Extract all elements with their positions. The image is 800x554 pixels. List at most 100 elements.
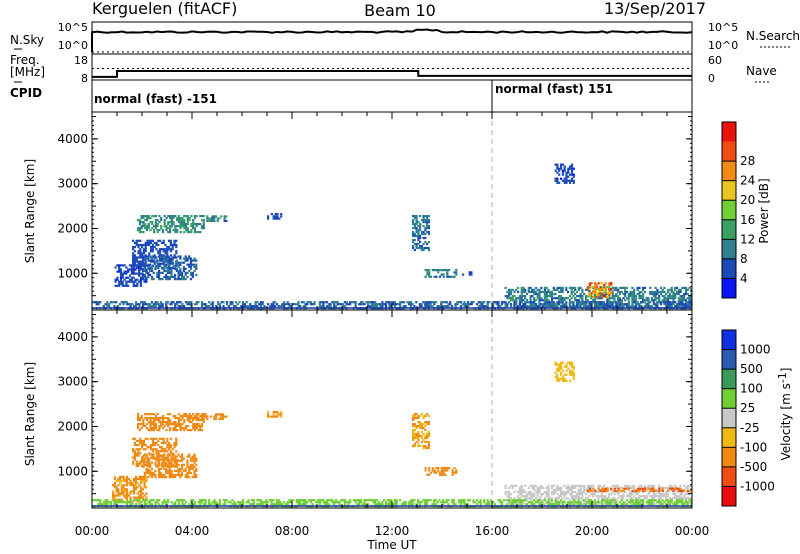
data-cell xyxy=(374,303,377,306)
data-cell xyxy=(667,299,670,302)
data-cell xyxy=(676,487,679,490)
data-cell xyxy=(642,499,645,502)
data-cell xyxy=(119,477,122,481)
data-cell xyxy=(199,503,202,506)
data-cell xyxy=(463,499,466,502)
data-cell xyxy=(142,499,145,502)
data-cell xyxy=(590,301,593,304)
data-cell xyxy=(179,257,182,260)
data-cell xyxy=(195,476,198,479)
data-cell xyxy=(208,305,211,308)
data-cell xyxy=(658,495,661,498)
data-cell xyxy=(601,489,604,493)
data-cell xyxy=(224,499,227,502)
data-cell xyxy=(193,427,196,430)
data-cell xyxy=(142,421,145,424)
data-cell xyxy=(415,434,418,438)
data-cell xyxy=(290,501,293,504)
data-cell xyxy=(684,292,688,296)
data-cell xyxy=(347,503,350,506)
data-cell xyxy=(565,173,568,176)
data-cell xyxy=(151,439,154,442)
data-cell xyxy=(322,305,325,308)
data-cell xyxy=(156,219,159,222)
data-cell xyxy=(149,499,152,502)
data-cell xyxy=(173,444,176,447)
data-cell xyxy=(604,499,607,502)
data-cell xyxy=(200,219,204,222)
data-cell xyxy=(160,227,163,230)
data-cell xyxy=(158,305,161,308)
data-cell xyxy=(531,305,534,308)
data-cell xyxy=(554,361,557,364)
data-cell xyxy=(620,299,623,302)
data-cell xyxy=(574,497,577,500)
data-cell xyxy=(124,301,127,304)
data-cell xyxy=(137,262,140,265)
data-cell xyxy=(611,484,614,487)
data-cell xyxy=(667,290,670,294)
data-cell xyxy=(181,219,184,222)
data-cell xyxy=(176,423,179,426)
data-cell xyxy=(211,303,214,306)
data-cell xyxy=(565,365,568,368)
data-cell xyxy=(365,301,368,304)
data-cell xyxy=(426,436,429,440)
data-cell xyxy=(563,167,566,170)
data-cell xyxy=(563,493,566,496)
data-cell xyxy=(558,497,561,500)
data-cell xyxy=(603,288,606,291)
data-cell xyxy=(145,471,148,475)
data-cell xyxy=(143,278,146,281)
data-cell xyxy=(604,489,607,493)
data-cell xyxy=(147,463,150,466)
data-cell xyxy=(217,301,220,304)
data-cell xyxy=(166,446,169,449)
data-cell xyxy=(597,484,600,487)
data-cell xyxy=(608,305,611,308)
data-cell xyxy=(170,501,173,504)
data-cell xyxy=(211,301,214,304)
data-cell xyxy=(690,305,693,308)
data-cell xyxy=(141,496,144,499)
data-cell xyxy=(686,493,689,496)
data-cell xyxy=(529,490,532,494)
data-cell xyxy=(327,305,330,308)
data-cell xyxy=(684,290,688,294)
data-cell xyxy=(186,415,189,418)
data-cell xyxy=(138,500,141,503)
data-cell xyxy=(679,495,682,498)
data-cell xyxy=(139,284,142,287)
data-cell xyxy=(613,493,616,496)
data-cell xyxy=(438,499,441,502)
data-cell xyxy=(354,499,357,502)
data-cell xyxy=(659,303,663,306)
colorbar-tick-label: 500 xyxy=(740,362,763,376)
data-cell xyxy=(135,241,138,244)
data-cell xyxy=(139,280,142,283)
data-cell xyxy=(175,250,178,253)
data-cell xyxy=(651,487,654,490)
data-cell xyxy=(174,215,177,218)
data-cell xyxy=(511,499,514,502)
data-cell xyxy=(152,471,155,475)
data-cell xyxy=(200,425,204,428)
data-cell xyxy=(334,305,338,308)
data-cell xyxy=(193,265,196,268)
data-cell xyxy=(165,471,168,475)
data-cell xyxy=(677,301,680,304)
data-cell xyxy=(297,305,300,308)
data-cell xyxy=(558,495,561,498)
data-cell xyxy=(381,303,384,306)
data-cell xyxy=(171,448,174,451)
data-cell xyxy=(504,295,507,298)
data-cell xyxy=(365,499,368,502)
data-cell xyxy=(143,471,146,475)
data-cell xyxy=(547,493,550,496)
data-cell xyxy=(186,219,189,222)
data-cell xyxy=(658,501,661,504)
data-cell xyxy=(159,271,162,274)
data-cell xyxy=(156,457,159,460)
data-cell xyxy=(134,479,137,483)
data-cell xyxy=(139,278,142,281)
